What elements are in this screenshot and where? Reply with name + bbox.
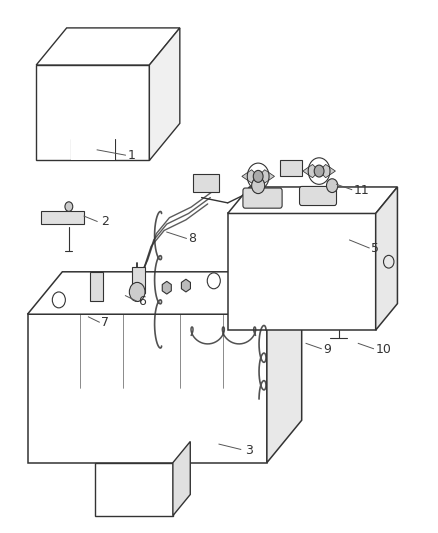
Bar (132, 266, 145, 293)
Polygon shape (228, 214, 376, 330)
Bar (41, 211, 84, 224)
Text: 9: 9 (323, 343, 331, 356)
Text: 11: 11 (354, 184, 370, 197)
Polygon shape (267, 272, 302, 463)
Text: 1: 1 (127, 149, 135, 162)
Text: 6: 6 (138, 295, 146, 308)
FancyBboxPatch shape (300, 187, 336, 206)
Polygon shape (95, 463, 173, 516)
Bar (193, 174, 219, 192)
Circle shape (252, 177, 265, 193)
Bar (90, 272, 103, 302)
Text: 7: 7 (102, 317, 110, 329)
Text: 3: 3 (245, 443, 253, 457)
Polygon shape (71, 139, 115, 160)
Circle shape (253, 171, 263, 182)
Polygon shape (36, 28, 180, 65)
Polygon shape (149, 28, 180, 160)
FancyBboxPatch shape (243, 188, 282, 208)
Text: 2: 2 (102, 215, 110, 228)
Text: 10: 10 (376, 343, 392, 356)
Circle shape (314, 165, 324, 177)
Polygon shape (228, 187, 397, 214)
Circle shape (129, 282, 145, 302)
Text: 8: 8 (188, 232, 197, 245)
Polygon shape (173, 441, 190, 516)
Polygon shape (28, 314, 267, 463)
Polygon shape (303, 165, 336, 177)
Polygon shape (28, 272, 302, 314)
Polygon shape (242, 169, 275, 183)
Circle shape (326, 179, 338, 192)
Polygon shape (376, 187, 397, 330)
Circle shape (65, 202, 73, 212)
Bar (280, 160, 302, 176)
Text: 5: 5 (371, 241, 379, 255)
